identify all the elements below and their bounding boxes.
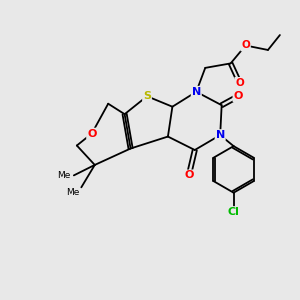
Text: N: N <box>192 87 201 97</box>
Text: N: N <box>215 130 225 140</box>
Text: O: O <box>87 129 97 139</box>
Text: O: O <box>235 78 244 88</box>
Text: Me: Me <box>67 188 80 197</box>
Text: Cl: Cl <box>228 207 239 217</box>
Text: O: O <box>241 40 250 50</box>
Text: Me: Me <box>57 171 70 180</box>
Text: S: S <box>143 91 151 101</box>
Text: O: O <box>184 170 194 180</box>
Text: O: O <box>233 91 243 101</box>
